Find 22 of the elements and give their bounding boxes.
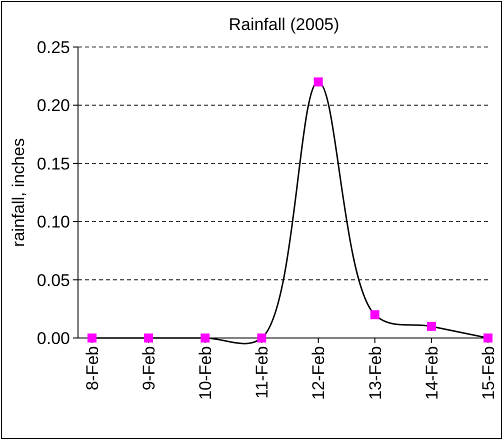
y-tick-label: 0.05	[36, 270, 70, 290]
y-tick-label: 0.25	[36, 38, 70, 57]
x-tick-label: 11-Feb	[252, 346, 272, 399]
x-tick-label: 15-Feb	[478, 346, 498, 400]
x-tick-label: 8-Feb	[82, 346, 102, 390]
x-tick-label: 12-Feb	[309, 346, 328, 400]
y-tick-label: 0.15	[36, 154, 70, 174]
point	[144, 334, 154, 342]
x-tick-label: 14-Feb	[422, 346, 442, 400]
point	[426, 322, 436, 331]
chart-title: Rainfall (2005)	[228, 15, 340, 34]
point	[314, 77, 323, 86]
y-tick-label: 0.10	[36, 212, 70, 232]
point	[257, 334, 266, 342]
y-axis-title: rainfall, inches	[9, 138, 28, 247]
y-tick-label: 0.00	[36, 328, 70, 348]
point	[370, 310, 380, 320]
point	[200, 334, 210, 342]
x-tick-label: 10-Feb	[196, 346, 216, 400]
x-tick-label: 13-Feb	[366, 346, 385, 400]
y-tick-label: 0.20	[36, 96, 70, 116]
x-tick-label: 9-Feb	[140, 346, 159, 390]
